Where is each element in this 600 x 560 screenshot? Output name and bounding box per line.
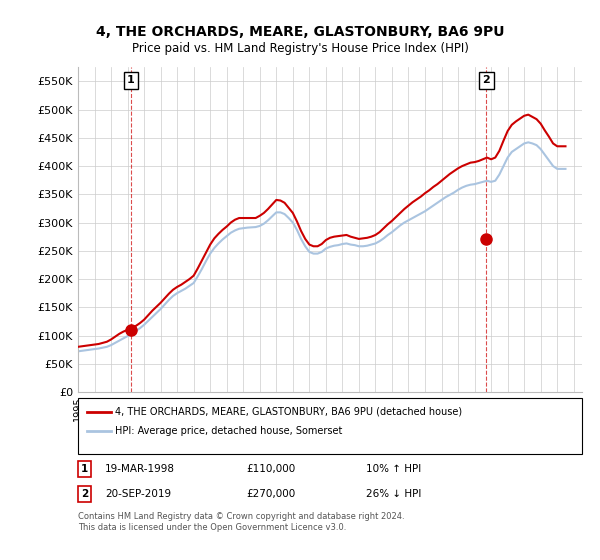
Text: 26% ↓ HPI: 26% ↓ HPI [366, 489, 421, 499]
Text: 4, THE ORCHARDS, MEARE, GLASTONBURY, BA6 9PU: 4, THE ORCHARDS, MEARE, GLASTONBURY, BA6… [96, 25, 504, 39]
Text: HPI: Average price, detached house, Somerset: HPI: Average price, detached house, Some… [115, 426, 343, 436]
Text: Contains HM Land Registry data © Crown copyright and database right 2024.
This d: Contains HM Land Registry data © Crown c… [78, 512, 404, 532]
Text: Price paid vs. HM Land Registry's House Price Index (HPI): Price paid vs. HM Land Registry's House … [131, 42, 469, 55]
Text: 2: 2 [482, 75, 490, 85]
Text: 1: 1 [127, 75, 135, 85]
Text: £270,000: £270,000 [246, 489, 295, 499]
Text: 2: 2 [81, 489, 88, 499]
Text: £110,000: £110,000 [246, 464, 295, 474]
Text: 20-SEP-2019: 20-SEP-2019 [105, 489, 171, 499]
Text: 19-MAR-1998: 19-MAR-1998 [105, 464, 175, 474]
Text: 4, THE ORCHARDS, MEARE, GLASTONBURY, BA6 9PU (detached house): 4, THE ORCHARDS, MEARE, GLASTONBURY, BA6… [115, 407, 463, 417]
Text: 1: 1 [81, 464, 88, 474]
Text: 10% ↑ HPI: 10% ↑ HPI [366, 464, 421, 474]
